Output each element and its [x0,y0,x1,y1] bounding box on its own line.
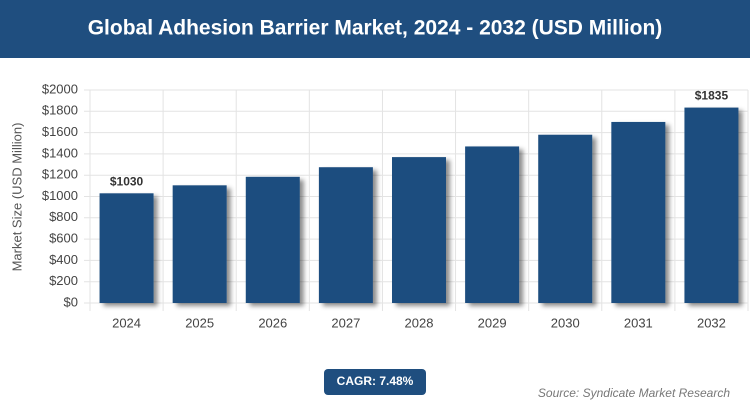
y-tick-label: $800 [49,209,78,224]
cagr-label: CAGR: 7.48% [337,374,414,388]
cagr-background [324,369,426,395]
x-tick-label: 2025 [185,315,214,330]
y-tick-label: $200 [49,273,78,288]
x-tick-label: 2026 [258,315,287,330]
y-tick-label: $2000 [42,81,78,96]
y-axis-label: Market Size (USD Million) [9,123,24,272]
chart-title: Global Adhesion Barrier Market, 2024 - 2… [88,17,663,40]
x-tick-label: 2031 [624,315,653,330]
bar [538,134,593,303]
bar [172,185,227,303]
x-tick-label: 2024 [112,315,141,330]
x-tick-label: 2032 [697,315,726,330]
bar [99,193,154,303]
y-tick-label: $400 [49,252,78,267]
x-tick-label: 2027 [331,315,360,330]
y-tick-label: $1600 [42,124,78,139]
x-tick-label: 2030 [551,315,580,330]
data-label: $1030 [110,174,144,188]
x-tick-label: 2029 [478,315,507,330]
y-tick-label: $600 [49,231,78,246]
cagr-badge: CAGR: 7.48% [324,369,426,395]
bar [245,176,300,303]
data-label: $1835 [695,89,729,103]
bar [611,121,666,303]
x-tick-label: 2028 [405,315,434,330]
bar [684,107,739,303]
source-note: Source: Syndicate Market Research [538,386,730,400]
y-tick-label: $1800 [42,103,78,118]
bar [465,146,520,303]
header-band [0,0,750,58]
y-tick-label: $0 [64,294,78,309]
bar [318,167,373,303]
y-tick-label: $1000 [42,188,78,203]
bar [392,157,446,303]
y-tick-label: $1200 [42,167,78,182]
y-tick-label: $1400 [42,145,78,160]
